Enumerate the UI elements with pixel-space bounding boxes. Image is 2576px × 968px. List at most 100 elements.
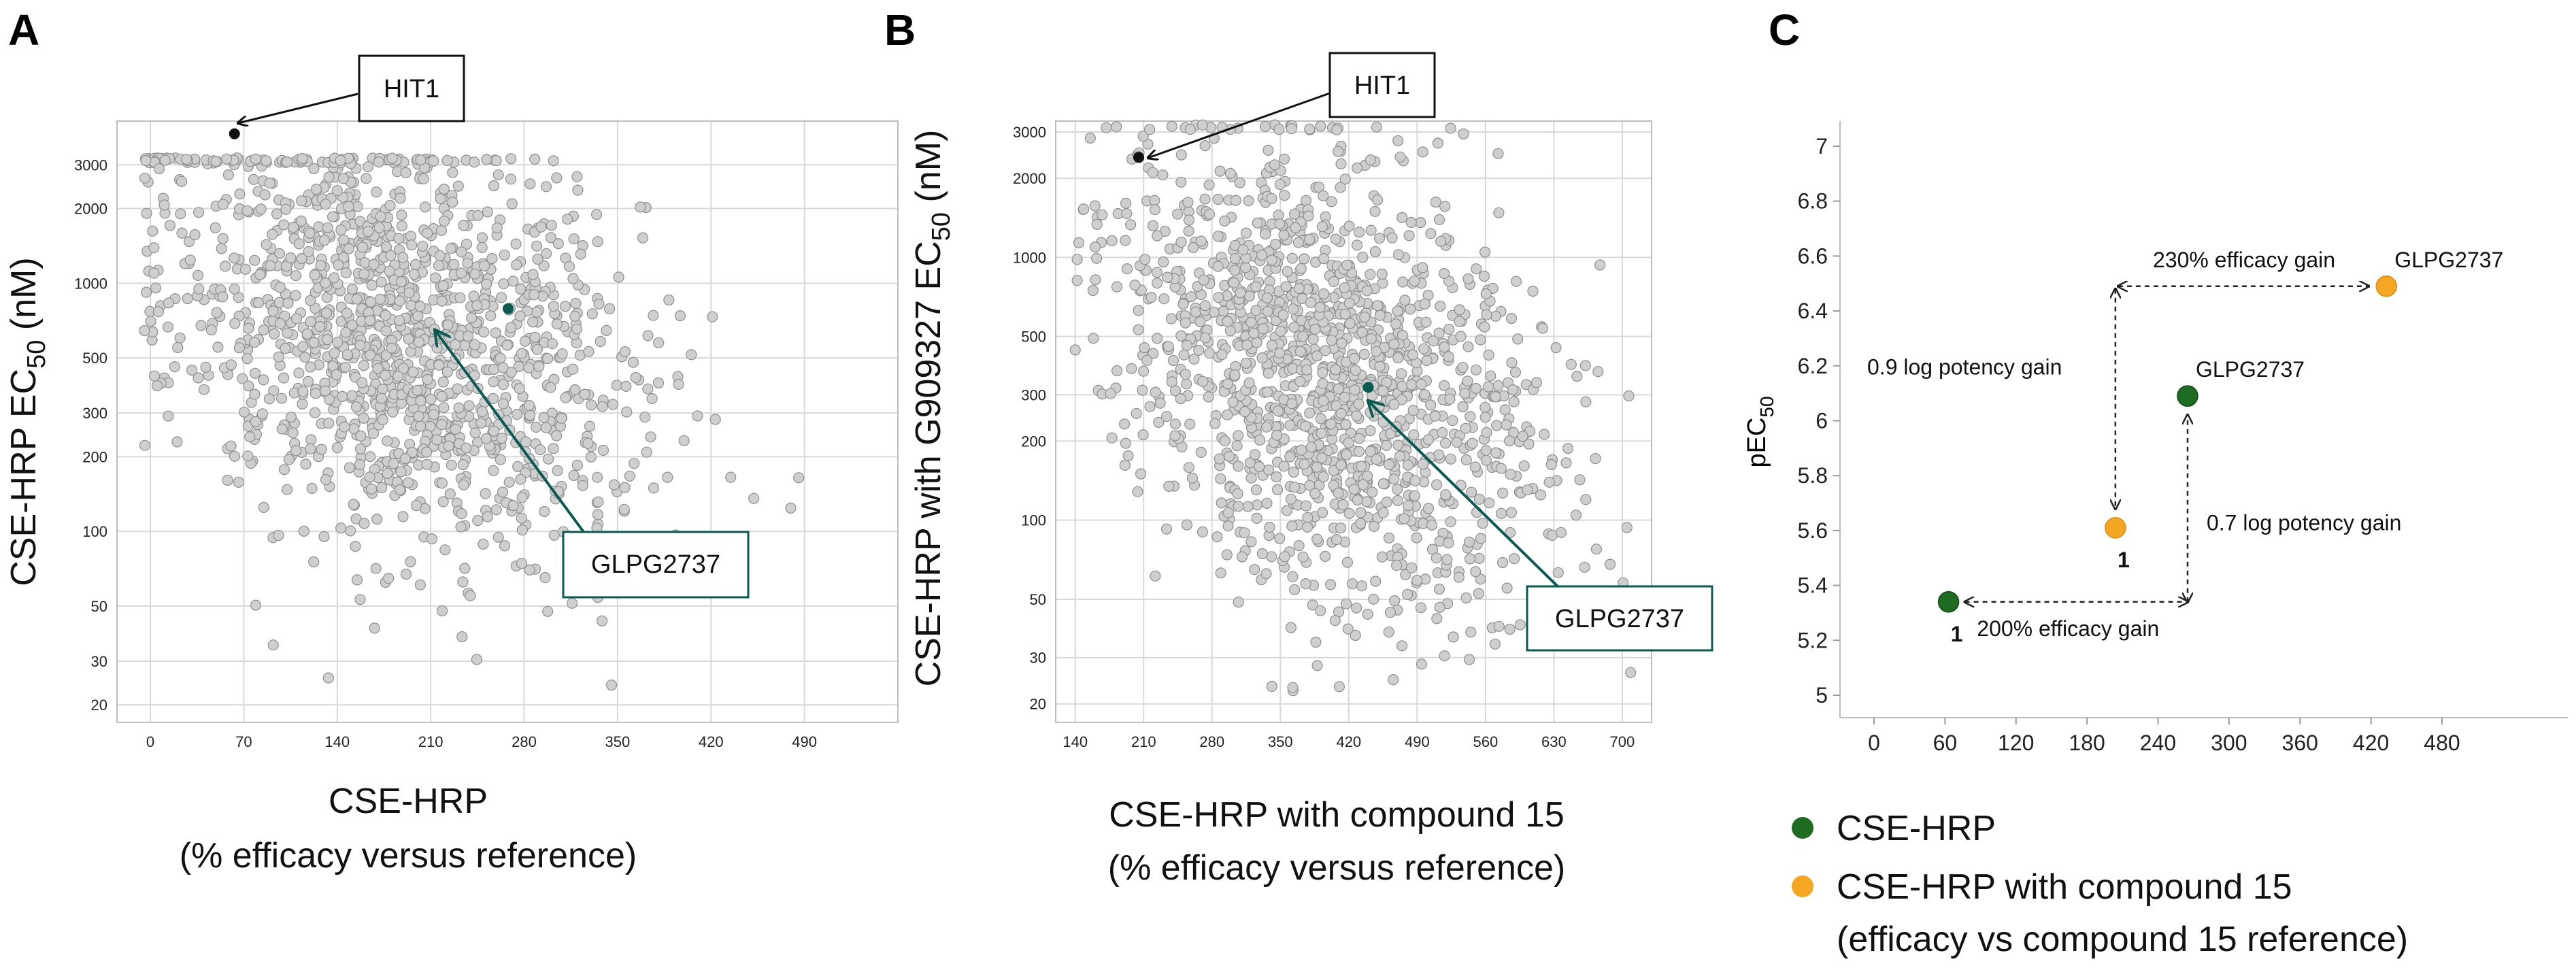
compound-point (1368, 593, 1379, 605)
compound-point (492, 169, 504, 181)
y-tick-label: 7 (1816, 134, 1828, 158)
compound-point (366, 280, 378, 291)
label-efficacy-gain-green: 200% efficacy gain (1977, 616, 2159, 641)
compound-point (380, 325, 392, 337)
compound-point (496, 432, 507, 444)
compound-point (1347, 578, 1358, 590)
compound-point (275, 393, 288, 404)
compound-point (280, 343, 291, 354)
compound-point (1565, 358, 1577, 370)
compound-point (1181, 519, 1193, 531)
compound-point (305, 434, 317, 446)
compound-point (546, 338, 558, 350)
compound-point (1479, 401, 1491, 413)
compound-point (511, 408, 523, 420)
compound-point (1415, 602, 1426, 614)
compound-point (1203, 179, 1215, 190)
compound-point (482, 511, 493, 522)
compound-point (338, 252, 350, 263)
compound-point (1203, 391, 1214, 403)
compound-point (506, 198, 518, 210)
legend-label-cse-hrp: CSE-HRP (1837, 809, 1996, 848)
compound-point (1314, 301, 1326, 313)
compound-point (447, 197, 458, 208)
compound-point (327, 211, 339, 222)
compound-point (1279, 190, 1290, 201)
compound-point (395, 276, 407, 288)
compound-point (590, 209, 603, 220)
compound-point (1152, 333, 1163, 344)
compound-point (1454, 316, 1465, 327)
compound-point (1505, 313, 1518, 324)
compound-point (305, 361, 316, 373)
compound-point (441, 154, 453, 166)
compound-point (1623, 390, 1635, 402)
compound-point (1300, 195, 1312, 206)
compound-point (1383, 532, 1395, 544)
compound-point (1271, 471, 1282, 483)
compound-point (559, 301, 571, 312)
compound-point (1184, 418, 1196, 430)
compound-point (341, 307, 353, 319)
compound-point (1352, 494, 1363, 506)
compound-point (359, 257, 371, 269)
compound-point (793, 472, 805, 484)
compound-point (309, 269, 320, 281)
compound-point (456, 508, 467, 520)
compound-point (635, 201, 646, 213)
compound-point (1229, 369, 1241, 381)
compound-point (1180, 369, 1191, 380)
compound-point (1073, 237, 1085, 248)
compound-point (1470, 364, 1482, 375)
compound-point (1571, 370, 1583, 382)
compound-point (293, 367, 305, 379)
compound-point (524, 564, 535, 576)
y-tick-label: 300 (1021, 386, 1046, 403)
compound-point (1239, 527, 1250, 539)
compound-point (1458, 128, 1469, 139)
compound-point (1185, 291, 1197, 303)
compound-point (1445, 122, 1456, 134)
compound-point (497, 486, 509, 498)
panel-c-ticks: 0 60 120 180 240 300 360 420 480 5 5.2 5.4 5.6 5.8 6 6.… (1798, 134, 2460, 755)
compound-point (1374, 310, 1386, 321)
compound-point (1367, 486, 1378, 498)
compound-point (519, 335, 531, 347)
compound-point (371, 514, 383, 525)
compound-point (298, 525, 310, 537)
compound-point (431, 434, 443, 446)
compound-point (1376, 551, 1388, 563)
panel-a-hit1-arrow (238, 93, 358, 123)
panel-a-points (139, 128, 805, 691)
compound-point (1137, 365, 1150, 377)
x-tick-label: 180 (2069, 731, 2105, 755)
compound-point (1301, 364, 1313, 375)
compound-point (1208, 306, 1220, 318)
compound-point (531, 421, 542, 433)
compound-point (1264, 521, 1275, 533)
compound-point (1257, 323, 1269, 335)
compound-point (344, 462, 355, 473)
compound-point (338, 234, 350, 246)
compound-point (624, 470, 635, 482)
compound-point (498, 278, 509, 290)
orange-point-cmpd1 (2105, 517, 2126, 539)
compound-point (1215, 567, 1226, 579)
compound-point (1433, 214, 1445, 225)
compound-point (523, 399, 535, 412)
compound-point (1417, 458, 1429, 470)
compound-point (1132, 486, 1143, 497)
compound-point (1184, 124, 1197, 135)
compound-point (531, 240, 543, 252)
compound-point (1471, 263, 1482, 275)
compound-point (1309, 488, 1321, 499)
compound-point (348, 499, 359, 510)
compound-point (1187, 241, 1199, 253)
compound-point (1396, 640, 1408, 652)
compound-point (250, 599, 262, 611)
compound-point (222, 169, 234, 181)
compound-point (383, 572, 395, 584)
compound-point (455, 521, 467, 533)
compound-point (480, 488, 491, 499)
compound-point (346, 284, 358, 295)
